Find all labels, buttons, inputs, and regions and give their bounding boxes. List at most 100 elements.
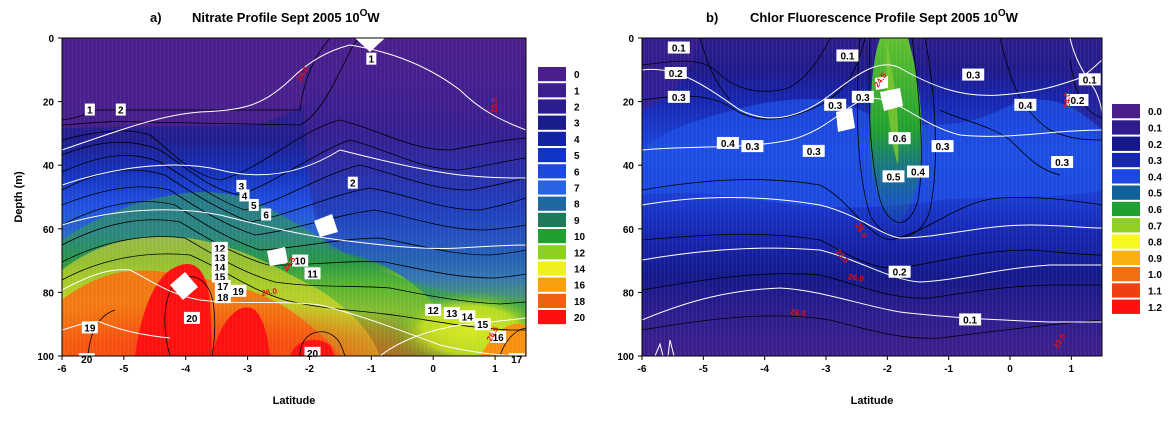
contour-label-bg [907, 165, 929, 178]
x-tick-label: -4 [181, 364, 190, 375]
colorbar-label: 7 [574, 184, 580, 195]
panel-a-title: Nitrate Profile Sept 2005 10OW [192, 8, 380, 25]
contour-label-bg [836, 49, 859, 62]
contour-label-text: 18 [217, 293, 229, 304]
contour-label: 1 [366, 52, 377, 66]
contour-label-text: 19 [84, 323, 96, 334]
contour-label: 15 [474, 318, 491, 331]
panel-a-title-suffix: W [367, 10, 380, 25]
contour-label-text: 19 [233, 287, 245, 298]
contour-label-bg [115, 103, 126, 116]
contour-label-text: 2 [118, 106, 124, 117]
contour-label-text: 0.3 [936, 142, 950, 153]
contour-label: 12 [211, 241, 228, 255]
colorbar-label: 8 [574, 200, 580, 211]
nitrate-field [62, 38, 526, 356]
contour-label-bg [443, 307, 460, 320]
contour-label-text: 0.3 [966, 71, 980, 82]
contour-label-bg [425, 303, 442, 316]
contour-label-text: 13 [214, 253, 226, 264]
contour-label-text: 0.3 [807, 147, 821, 158]
y-tick-label: 100 [37, 352, 54, 363]
x-tick-label: 0 [430, 364, 436, 375]
contour-label-text: 0.6 [893, 134, 907, 145]
contour-label: 12 [425, 303, 442, 317]
contour-label: 10 [292, 254, 309, 268]
contour-label-bg [1066, 94, 1089, 107]
contour-label-text: 0.1 [1083, 75, 1097, 86]
colorbar-label: 20 [574, 313, 586, 324]
panel-a-title-main: Nitrate Profile Sept 2005 10 [192, 10, 360, 25]
x-tick-label: -6 [58, 364, 67, 375]
y-tick-label: 0 [48, 34, 54, 45]
y-tick-label: 20 [43, 98, 55, 109]
contour-label: 6 [261, 208, 272, 221]
contour-label-text: 12 [214, 244, 226, 255]
contour-label-bg [211, 251, 228, 264]
contour-label: 20 [183, 311, 200, 325]
y-tick-label: 20 [623, 98, 635, 109]
contour-label-text: 17 [511, 355, 523, 366]
colorbar-swatch [1112, 267, 1140, 282]
mask-marker [355, 38, 385, 52]
colorbar-swatch [538, 229, 566, 244]
contour-label-bg [474, 318, 491, 331]
contour-label-bg [183, 311, 200, 324]
colorbar-swatch [538, 115, 566, 130]
contour-label-text: 20 [307, 349, 319, 360]
x-tick-label: -1 [944, 364, 953, 375]
contour-label: 5 [248, 198, 259, 212]
contour-label-text: 11 [307, 269, 318, 280]
x-tick-label: -4 [760, 364, 769, 375]
colorbar-swatch [538, 261, 566, 276]
contour-label-bg [239, 189, 250, 202]
colorbar-swatch [1112, 283, 1140, 298]
contour-label: 2 [115, 103, 126, 117]
y-tick-label: 80 [43, 288, 55, 299]
contour-label: 0.1 [1078, 73, 1101, 86]
colorbar-swatch [538, 67, 566, 82]
contour-label-text: 0.5 [887, 172, 901, 183]
contour-label-text: 20 [81, 355, 93, 366]
colorbar-label: 1.2 [1148, 303, 1162, 314]
colorbar-label: 10 [574, 232, 586, 243]
contour-label-text: 1 [87, 106, 93, 117]
contour-label: 15 [211, 270, 228, 284]
contour-label: 0.1 [667, 41, 690, 55]
contour-label-bg [802, 144, 825, 157]
contour-label: 16 [490, 330, 507, 344]
contour-label-bg [211, 260, 228, 273]
panel-b-title-suffix: W [1006, 10, 1019, 25]
colorbar-label: 3 [574, 119, 580, 130]
x-tick-label: -6 [638, 364, 647, 375]
contour-label: 1 [84, 103, 95, 117]
contour-label: 0.3 [667, 90, 690, 104]
x-tick-label: 1 [1069, 364, 1075, 375]
colorbar-swatch [538, 131, 566, 146]
colorbar-label: 0.0 [1148, 107, 1162, 118]
contour-label: 0.4 [907, 165, 929, 179]
colorbar-label: 0.7 [1148, 221, 1162, 232]
x-tick-label: -5 [699, 364, 708, 375]
colorbar-swatch [1112, 152, 1140, 168]
contour-label-bg [851, 90, 874, 103]
contour-label: 0.1 [959, 313, 982, 326]
contour-label-text: 20 [186, 314, 198, 325]
colorbar-swatch [1112, 169, 1140, 184]
contour-label-bg [214, 291, 231, 304]
contour-label-text: 12 [428, 306, 440, 317]
colorbar-label: 0.4 [1148, 172, 1162, 183]
contour-label: 0.3 [802, 144, 825, 158]
contour-label: 0.4 [1014, 98, 1037, 112]
colorbar-swatch [1112, 234, 1140, 249]
contour-label-text: 16 [493, 333, 505, 344]
colorbar-label: 2 [574, 103, 580, 114]
contour-label-bg [84, 103, 95, 116]
contour-label-text: 4 [242, 191, 248, 202]
contour-label-bg [211, 270, 228, 283]
colorbar-label: 18 [574, 297, 586, 308]
contour-label: 2 [347, 176, 358, 190]
contour-label-text: 17 [217, 282, 229, 293]
